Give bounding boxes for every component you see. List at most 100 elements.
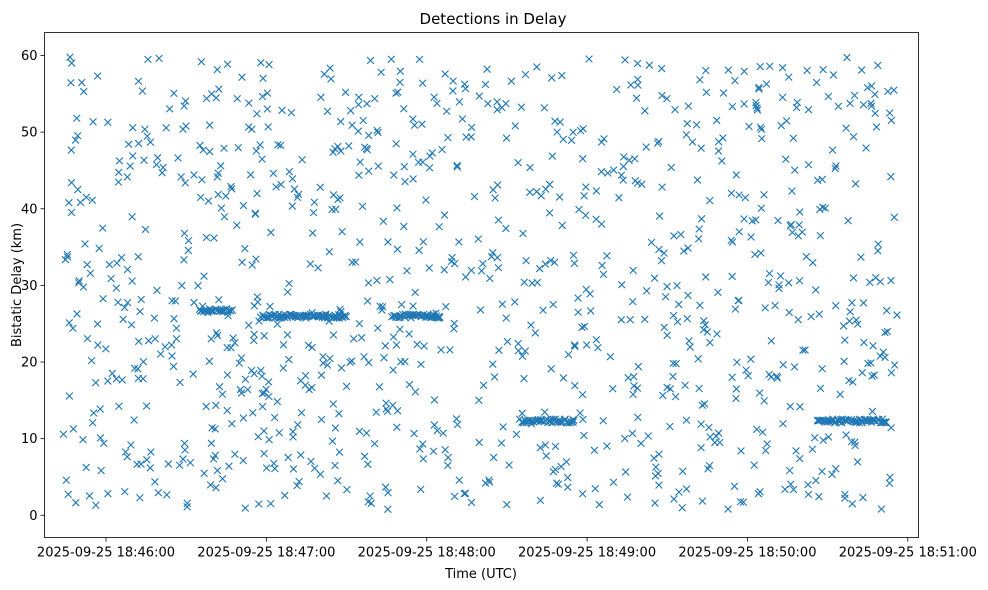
data-point: [449, 77, 457, 85]
data-point: [453, 161, 461, 170]
data-point: [248, 409, 257, 417]
data-point: [222, 192, 230, 200]
data-point: [249, 336, 258, 345]
data-point: [250, 330, 258, 339]
data-point: [697, 420, 705, 428]
data-point: [865, 278, 874, 287]
data-point: [82, 193, 91, 202]
data-point: [364, 498, 372, 506]
data-point: [59, 430, 68, 439]
data-point: [663, 331, 671, 340]
data-point: [819, 65, 827, 74]
data-point: [285, 167, 294, 176]
data-point: [136, 307, 144, 316]
data-point: [344, 142, 353, 150]
data-point: [244, 321, 253, 329]
data-point: [314, 264, 322, 272]
data-point: [156, 350, 165, 358]
data-point: [169, 362, 178, 371]
data-point: [127, 320, 136, 329]
data-point: [73, 131, 82, 140]
data-point: [331, 205, 340, 214]
data-point: [493, 98, 501, 106]
data-point: [177, 173, 185, 181]
data-point: [411, 388, 420, 396]
data-point: [71, 498, 80, 507]
data-point: [238, 258, 246, 267]
data-point: [697, 215, 706, 223]
data-point: [890, 361, 899, 369]
data-point: [628, 297, 637, 306]
data-point: [364, 131, 373, 140]
data-point: [362, 429, 371, 437]
data-point: [549, 300, 558, 309]
data-point: [444, 453, 452, 462]
data-point: [603, 252, 611, 260]
x-axis-label: Time (UTC): [444, 567, 517, 582]
data-point: [429, 447, 438, 456]
data-point: [754, 489, 763, 498]
data-point: [663, 383, 671, 392]
data-point: [252, 255, 260, 263]
data-point: [775, 281, 783, 289]
data-point: [273, 397, 282, 406]
data-point: [633, 413, 642, 422]
data-point: [559, 135, 568, 144]
data-point: [112, 284, 121, 292]
data-point: [735, 227, 743, 236]
data-point: [279, 364, 288, 372]
data-point: [126, 162, 134, 170]
data-point: [701, 66, 710, 75]
data-point: [507, 77, 516, 85]
data-point: [146, 464, 155, 472]
data-point: [612, 85, 621, 94]
data-point: [714, 147, 723, 155]
data-point: [667, 163, 676, 172]
data-point: [818, 364, 826, 373]
data-point: [728, 272, 736, 281]
data-point: [688, 138, 697, 146]
data-point: [697, 443, 705, 452]
data-point: [239, 201, 248, 210]
data-point: [411, 288, 419, 297]
data-point: [526, 163, 534, 172]
data-point: [415, 246, 423, 255]
data-point: [399, 104, 408, 113]
data-point: [812, 78, 821, 87]
data-point: [629, 266, 637, 275]
data-point: [155, 54, 163, 63]
data-point: [370, 94, 379, 103]
data-point: [247, 366, 256, 375]
data-point: [293, 193, 302, 202]
data-point: [786, 480, 795, 489]
data-point: [778, 93, 787, 102]
data-point: [256, 366, 265, 375]
data-point: [585, 55, 593, 63]
data-point: [234, 143, 243, 152]
data-point: [279, 341, 288, 349]
data-point: [248, 261, 257, 269]
data-point: [207, 439, 216, 448]
data-point: [467, 123, 476, 132]
data-point: [417, 360, 425, 369]
data-point: [316, 183, 325, 192]
data-point: [373, 126, 381, 135]
data-point: [379, 217, 388, 226]
data-point: [620, 434, 629, 443]
data-point: [316, 312, 325, 321]
plot-frame: [44, 32, 919, 538]
data-point: [393, 406, 402, 415]
data-point: [97, 466, 105, 475]
data-point: [115, 157, 124, 165]
data-point: [65, 392, 74, 400]
data-point: [223, 371, 232, 379]
data-point: [139, 357, 148, 366]
data-point: [418, 440, 427, 448]
data-point: [474, 235, 483, 243]
data-point: [567, 136, 576, 145]
data-point: [114, 178, 123, 186]
x-axis: 2025-09-25 18:46:00 2025-09-25 18:47:00 20…: [37, 537, 977, 561]
data-point: [842, 431, 850, 439]
data-point: [683, 314, 692, 323]
data-point: [578, 154, 587, 163]
